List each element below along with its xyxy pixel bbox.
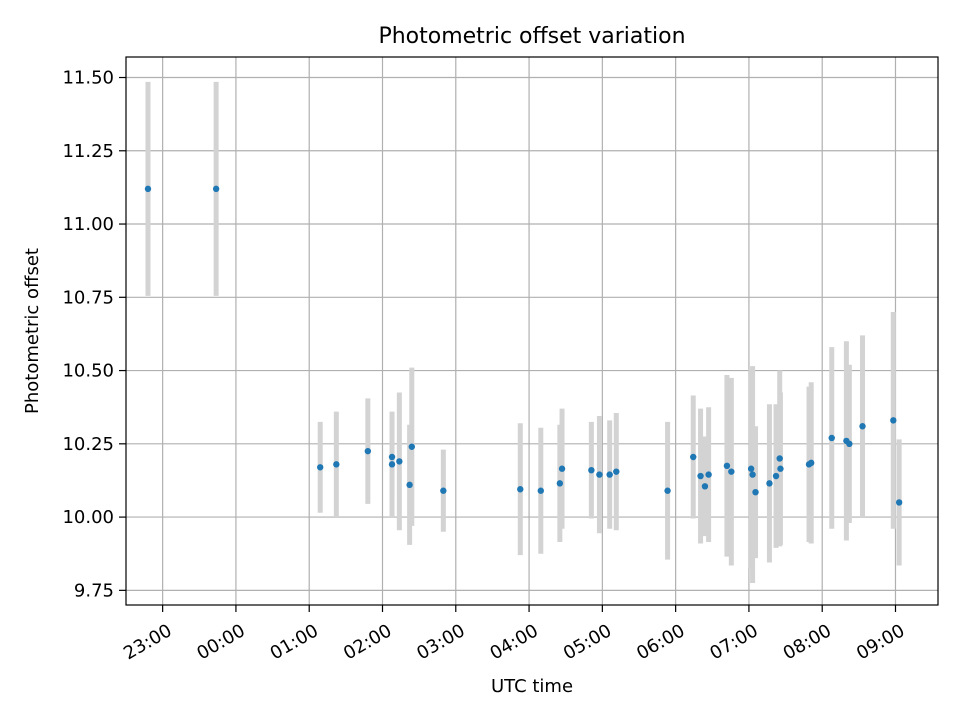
data-point <box>388 461 396 468</box>
data-point <box>895 499 903 506</box>
data-point <box>728 468 735 475</box>
data-point <box>697 472 704 480</box>
data-point <box>613 468 620 475</box>
plot-area-frame <box>125 56 939 606</box>
data-point <box>890 417 897 424</box>
data-point <box>777 465 784 472</box>
data-point <box>440 487 447 494</box>
y-tick-label: 10.00 <box>62 507 114 528</box>
data-point <box>537 487 544 494</box>
data-point <box>723 462 731 470</box>
data-point <box>749 471 756 478</box>
data-point <box>776 455 783 462</box>
data-point <box>859 423 866 430</box>
data-point <box>317 464 324 471</box>
data-point <box>828 434 835 442</box>
data-point <box>556 480 564 487</box>
data-point <box>846 440 853 448</box>
data-point <box>558 465 566 472</box>
data-point <box>747 465 755 472</box>
data-point <box>606 471 613 478</box>
data-point <box>772 472 780 480</box>
y-tick-label: 9.75 <box>74 580 114 601</box>
data-point <box>396 458 403 465</box>
data-point <box>144 185 152 193</box>
data-point <box>701 483 709 490</box>
y-tick-label: 11.50 <box>62 68 114 89</box>
data-point <box>596 471 603 478</box>
y-tick-label: 11.00 <box>62 214 114 235</box>
data-point <box>752 488 759 496</box>
y-axis-ticks: 9.75 10.00 10.25 10.50 10.75 11.00 11.25 11.50 <box>62 68 126 601</box>
y-axis-label: Photometric offset <box>22 248 43 414</box>
chart-title: Photometric offset variation <box>378 24 685 49</box>
data-point <box>333 461 340 468</box>
data-point <box>705 471 712 478</box>
grid-lines <box>126 57 938 605</box>
data-point <box>388 453 396 461</box>
y-tick-label: 10.25 <box>62 434 114 455</box>
data-point <box>212 185 220 193</box>
data-points <box>144 185 903 506</box>
data-point <box>766 480 773 487</box>
data-point <box>808 459 815 467</box>
data-point <box>588 466 595 474</box>
y-tick-label: 10.50 <box>62 361 114 382</box>
data-point <box>406 481 413 489</box>
data-point <box>690 453 697 461</box>
data-point <box>517 486 524 493</box>
y-tick-label: 11.25 <box>62 141 114 162</box>
data-point <box>664 487 671 494</box>
y-tick-label: 10.75 <box>62 287 114 308</box>
x-axis-label: UTC time <box>491 676 573 697</box>
data-point <box>408 443 416 450</box>
data-point <box>364 447 372 455</box>
